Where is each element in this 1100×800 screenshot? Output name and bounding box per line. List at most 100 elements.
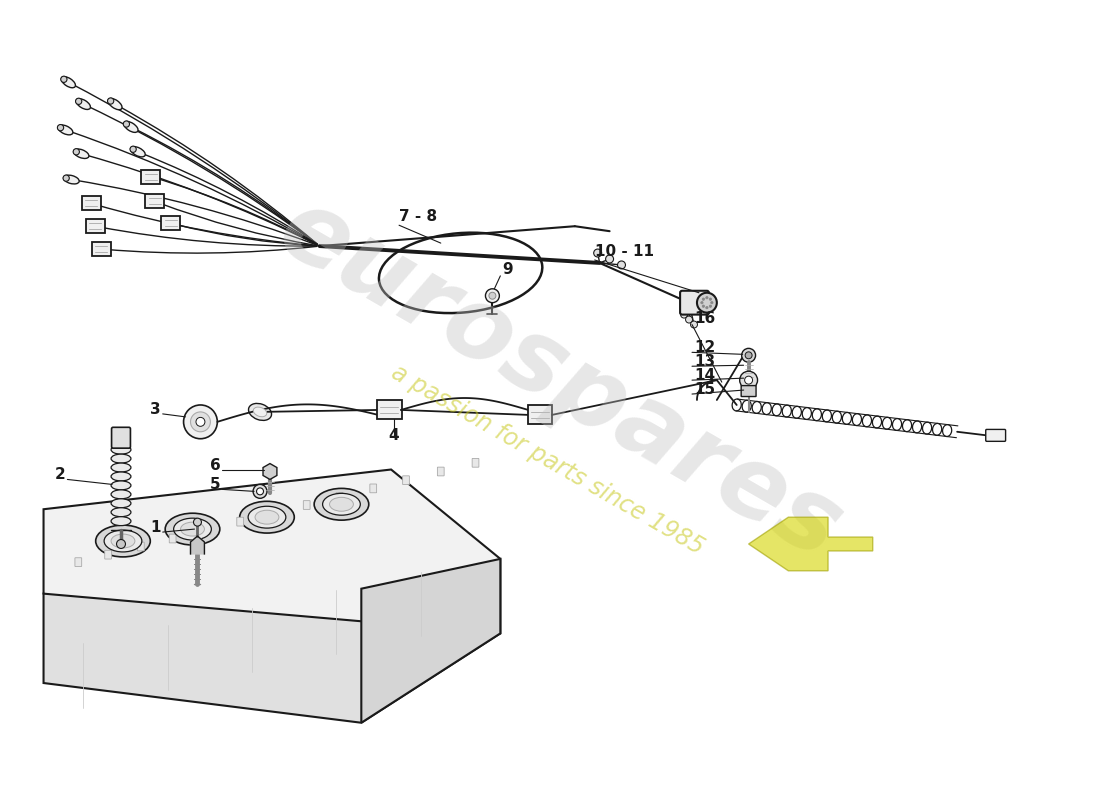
Text: 13: 13 bbox=[694, 354, 715, 370]
Ellipse shape bbox=[58, 125, 73, 135]
Circle shape bbox=[706, 306, 708, 309]
Circle shape bbox=[73, 149, 79, 155]
Ellipse shape bbox=[111, 472, 131, 481]
Ellipse shape bbox=[253, 407, 266, 417]
FancyBboxPatch shape bbox=[138, 542, 144, 551]
Ellipse shape bbox=[249, 403, 272, 421]
FancyBboxPatch shape bbox=[91, 242, 111, 256]
Ellipse shape bbox=[74, 149, 89, 158]
Circle shape bbox=[488, 292, 496, 299]
Circle shape bbox=[130, 146, 136, 152]
Ellipse shape bbox=[111, 490, 131, 499]
Circle shape bbox=[606, 255, 614, 263]
Text: 16: 16 bbox=[694, 310, 715, 326]
Text: 14: 14 bbox=[694, 368, 715, 383]
Ellipse shape bbox=[64, 175, 79, 184]
Circle shape bbox=[745, 376, 752, 384]
FancyBboxPatch shape bbox=[204, 526, 211, 534]
FancyBboxPatch shape bbox=[403, 476, 409, 485]
Ellipse shape bbox=[111, 534, 135, 548]
Ellipse shape bbox=[111, 508, 131, 517]
Text: 9: 9 bbox=[503, 262, 513, 277]
Circle shape bbox=[190, 412, 210, 432]
Circle shape bbox=[710, 305, 712, 307]
Ellipse shape bbox=[315, 488, 368, 520]
FancyBboxPatch shape bbox=[741, 386, 756, 397]
Circle shape bbox=[711, 302, 713, 304]
Ellipse shape bbox=[174, 518, 211, 540]
Ellipse shape bbox=[108, 98, 122, 110]
Text: eurospares: eurospares bbox=[262, 180, 858, 580]
Text: 3: 3 bbox=[150, 402, 161, 417]
Circle shape bbox=[706, 297, 708, 299]
FancyBboxPatch shape bbox=[986, 430, 1005, 442]
FancyBboxPatch shape bbox=[528, 406, 552, 424]
Circle shape bbox=[485, 289, 499, 302]
Circle shape bbox=[108, 98, 113, 104]
Polygon shape bbox=[44, 594, 501, 722]
Circle shape bbox=[617, 261, 626, 269]
Circle shape bbox=[702, 298, 705, 300]
Circle shape bbox=[739, 371, 758, 389]
Circle shape bbox=[685, 316, 693, 323]
Ellipse shape bbox=[76, 98, 90, 110]
Ellipse shape bbox=[165, 514, 220, 545]
Text: 4: 4 bbox=[388, 428, 399, 442]
Text: 2: 2 bbox=[55, 467, 65, 482]
FancyBboxPatch shape bbox=[304, 501, 310, 510]
Ellipse shape bbox=[124, 122, 139, 132]
Ellipse shape bbox=[322, 494, 361, 515]
Circle shape bbox=[256, 488, 264, 495]
Text: a passion for parts since 1985: a passion for parts since 1985 bbox=[387, 360, 708, 559]
Text: 7 - 8: 7 - 8 bbox=[399, 210, 437, 224]
Circle shape bbox=[184, 405, 218, 438]
FancyBboxPatch shape bbox=[75, 558, 81, 566]
Ellipse shape bbox=[62, 77, 76, 88]
Circle shape bbox=[117, 539, 125, 549]
Circle shape bbox=[697, 293, 717, 313]
FancyBboxPatch shape bbox=[111, 427, 131, 448]
Circle shape bbox=[253, 485, 267, 498]
Ellipse shape bbox=[131, 146, 145, 157]
Polygon shape bbox=[361, 559, 500, 722]
Text: 12: 12 bbox=[694, 340, 715, 355]
Circle shape bbox=[745, 352, 752, 358]
FancyBboxPatch shape bbox=[169, 534, 176, 543]
Circle shape bbox=[196, 418, 205, 426]
Circle shape bbox=[194, 518, 201, 526]
Text: 1: 1 bbox=[151, 520, 161, 535]
Ellipse shape bbox=[240, 502, 295, 533]
Circle shape bbox=[594, 249, 602, 257]
FancyBboxPatch shape bbox=[438, 467, 444, 476]
Circle shape bbox=[60, 76, 67, 82]
FancyBboxPatch shape bbox=[376, 401, 402, 419]
FancyBboxPatch shape bbox=[271, 509, 277, 518]
Ellipse shape bbox=[111, 463, 131, 472]
Polygon shape bbox=[44, 470, 501, 678]
Ellipse shape bbox=[111, 445, 131, 454]
Polygon shape bbox=[190, 536, 205, 554]
FancyBboxPatch shape bbox=[142, 170, 161, 183]
Circle shape bbox=[63, 175, 69, 182]
Circle shape bbox=[701, 302, 703, 304]
Text: 5: 5 bbox=[210, 478, 220, 492]
Ellipse shape bbox=[96, 525, 151, 557]
Ellipse shape bbox=[104, 530, 142, 552]
Ellipse shape bbox=[111, 517, 131, 526]
Ellipse shape bbox=[249, 506, 286, 528]
Ellipse shape bbox=[255, 510, 279, 524]
Circle shape bbox=[681, 311, 688, 318]
Ellipse shape bbox=[111, 481, 131, 490]
FancyBboxPatch shape bbox=[236, 518, 243, 526]
Ellipse shape bbox=[111, 454, 131, 463]
Text: 6: 6 bbox=[210, 458, 220, 473]
FancyBboxPatch shape bbox=[81, 197, 100, 210]
Ellipse shape bbox=[180, 522, 205, 536]
Polygon shape bbox=[263, 463, 277, 479]
Ellipse shape bbox=[330, 498, 353, 511]
Circle shape bbox=[691, 321, 697, 328]
Circle shape bbox=[123, 121, 130, 127]
Circle shape bbox=[57, 125, 64, 130]
FancyBboxPatch shape bbox=[472, 458, 478, 467]
Circle shape bbox=[76, 98, 81, 105]
